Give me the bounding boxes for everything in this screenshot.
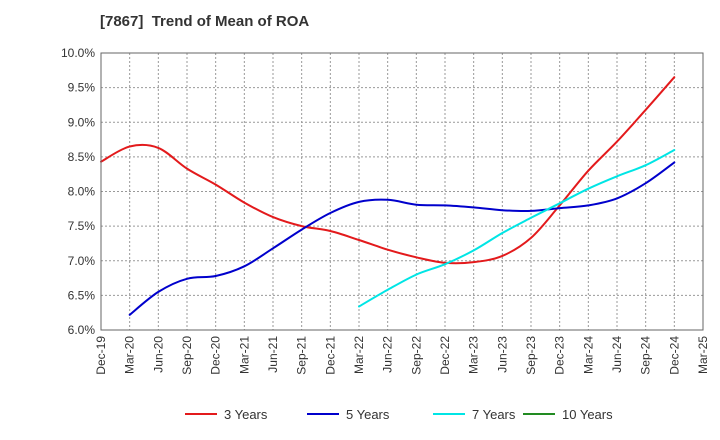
x-tick-label: Sep-23 [524, 336, 538, 375]
x-tick-label: Dec-23 [553, 336, 567, 375]
y-tick-label: 7.0% [68, 254, 96, 268]
x-tick-label: Mar-25 [696, 336, 710, 374]
legend-layer: 3 Years 5 Years 7 Years 10 Years [185, 407, 613, 422]
x-tick-label: Dec-24 [667, 336, 681, 375]
x-tick-label: Jun-22 [381, 336, 395, 373]
x-tick-label: Jun-24 [610, 336, 624, 373]
y-tick-label: 8.0% [68, 185, 96, 199]
x-tick-label: Sep-20 [180, 336, 194, 375]
legend-label-2: 7 Years [472, 407, 516, 422]
x-tick-label: Sep-24 [639, 336, 653, 375]
y-tick-label: 6.5% [68, 288, 96, 302]
x-tick-label: Dec-21 [323, 336, 337, 375]
y-tick-label: 9.5% [68, 81, 96, 95]
x-tick-label: Jun-23 [495, 336, 509, 373]
series-line-0 [100, 76, 676, 265]
x-tick-label: Jun-20 [151, 336, 165, 373]
axis-layer: 10.0%9.5%9.0%8.5%8.0%7.5%7.0%6.5%6.0%Dec… [61, 46, 710, 375]
x-tick-label: Jun-21 [266, 336, 280, 373]
y-tick-label: 9.0% [68, 115, 96, 129]
legend-label-1: 5 Years [346, 407, 390, 422]
x-tick-label: Mar-24 [581, 336, 595, 374]
legend-label-3: 10 Years [562, 407, 613, 422]
series-line-1 [128, 161, 676, 316]
series-line-2 [358, 149, 676, 308]
y-tick-label: 7.5% [68, 219, 96, 233]
x-tick-label: Mar-23 [467, 336, 481, 374]
x-tick-label: Dec-20 [209, 336, 223, 375]
x-tick-label: Dec-19 [94, 336, 108, 375]
x-tick-label: Mar-20 [123, 336, 137, 374]
legend-label-0: 3 Years [224, 407, 268, 422]
plot-border [100, 52, 704, 331]
x-tick-label: Dec-22 [438, 336, 452, 375]
y-tick-label: 6.0% [68, 323, 96, 337]
series-layer [100, 76, 676, 316]
grid-layer [100, 52, 704, 331]
x-tick-label: Mar-22 [352, 336, 366, 374]
y-tick-label: 8.5% [68, 150, 96, 164]
x-tick-label: Mar-21 [237, 336, 251, 374]
chart-title: [7867] Trend of Mean of ROA [100, 13, 310, 30]
x-tick-label: Sep-22 [409, 336, 423, 375]
y-tick-label: 10.0% [61, 46, 95, 60]
x-tick-label: Sep-21 [295, 336, 309, 375]
